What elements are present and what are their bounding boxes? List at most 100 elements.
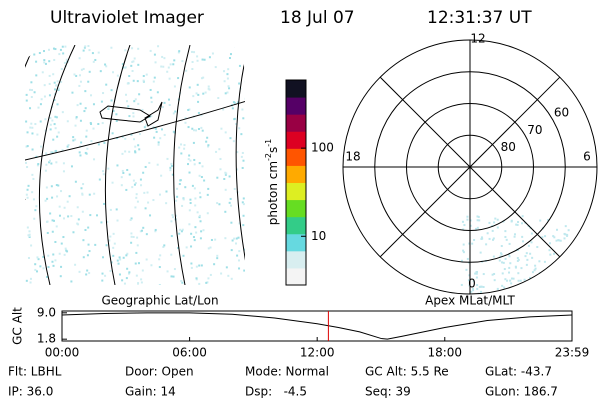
speckle — [198, 162, 201, 165]
speckle — [45, 220, 48, 223]
speckle — [232, 140, 235, 143]
polar-speckles — [460, 215, 571, 294]
speckle — [128, 150, 131, 153]
speckle — [498, 259, 501, 262]
speckle — [552, 280, 555, 283]
speckle — [210, 238, 213, 241]
speckle — [140, 229, 143, 232]
speckle — [150, 115, 153, 118]
speckle — [178, 146, 181, 149]
speckle — [26, 145, 29, 148]
speckle — [564, 287, 567, 290]
speckle — [122, 171, 125, 174]
speckle — [39, 265, 42, 268]
speckle — [31, 126, 34, 129]
speckle — [132, 60, 135, 63]
speckle — [241, 151, 244, 154]
speckle — [101, 272, 104, 275]
speckle — [224, 92, 227, 95]
speckle — [491, 229, 494, 232]
speckle — [244, 97, 245, 100]
speckle — [194, 197, 197, 200]
speckle — [60, 80, 63, 83]
y-tick-label: 9.0 — [37, 305, 56, 319]
speckle — [207, 85, 210, 88]
speckle — [473, 238, 476, 241]
speckle — [480, 285, 483, 288]
speckle — [521, 235, 524, 238]
speckle — [107, 167, 110, 170]
speckle — [516, 259, 519, 262]
speckle — [128, 271, 131, 274]
mlt-label: 12 — [470, 32, 485, 46]
speckle — [51, 151, 54, 154]
speckle — [184, 186, 187, 189]
speckle — [195, 278, 198, 281]
speckle — [481, 237, 484, 240]
speckle — [126, 168, 129, 171]
speckle — [54, 88, 57, 91]
speckle — [35, 155, 38, 158]
speckle — [243, 269, 245, 272]
speckle — [565, 268, 568, 271]
speckle — [88, 250, 91, 253]
speckle — [200, 126, 203, 129]
speckle — [233, 237, 236, 240]
speckle — [59, 48, 62, 51]
speckle — [244, 48, 245, 51]
speckle — [195, 129, 198, 132]
speckle — [242, 197, 245, 200]
speckle — [517, 279, 520, 282]
speckle — [478, 219, 481, 222]
speckle — [35, 205, 38, 208]
speckle — [143, 126, 146, 129]
speckle — [129, 219, 132, 222]
speckle — [521, 215, 524, 218]
speckle — [460, 259, 463, 262]
speckle — [193, 51, 196, 54]
speckle — [462, 249, 465, 252]
speckle — [233, 45, 236, 48]
speckle — [74, 263, 77, 266]
speckle — [235, 122, 238, 125]
speckle — [223, 80, 226, 83]
speckle — [48, 74, 51, 77]
speckle — [130, 217, 133, 220]
speckle — [177, 246, 180, 249]
speckle — [162, 65, 165, 68]
speckle — [45, 152, 48, 155]
speckle — [112, 246, 115, 249]
speckle — [98, 178, 101, 181]
colorbar-swatch — [286, 182, 306, 201]
speckle — [144, 207, 147, 210]
speckle — [34, 209, 37, 212]
speckle — [162, 245, 165, 248]
speckle — [31, 191, 34, 194]
speckle — [126, 252, 129, 255]
speckle — [36, 133, 39, 136]
speckle — [131, 69, 134, 72]
speckle — [219, 168, 222, 171]
speckle — [469, 224, 472, 227]
speckle — [173, 268, 176, 271]
speckle — [111, 132, 114, 135]
status-field: Mode: Normal — [245, 365, 329, 379]
speckle — [75, 74, 78, 77]
speckle — [514, 289, 517, 292]
speckle — [230, 249, 233, 252]
status-field: Flt: LBHL — [8, 365, 62, 379]
speckle — [79, 80, 82, 83]
speckle — [53, 58, 56, 61]
speckle — [200, 230, 203, 233]
speckle — [538, 290, 541, 293]
speckle — [92, 103, 95, 106]
speckle — [182, 197, 185, 200]
speckle — [55, 225, 58, 228]
speckle — [32, 177, 35, 180]
speckle — [157, 143, 160, 146]
speckle — [196, 83, 199, 86]
y-axis-label: GC Alt — [11, 307, 25, 345]
speckle — [471, 242, 474, 245]
speckle — [90, 123, 93, 126]
speckle — [25, 93, 28, 96]
